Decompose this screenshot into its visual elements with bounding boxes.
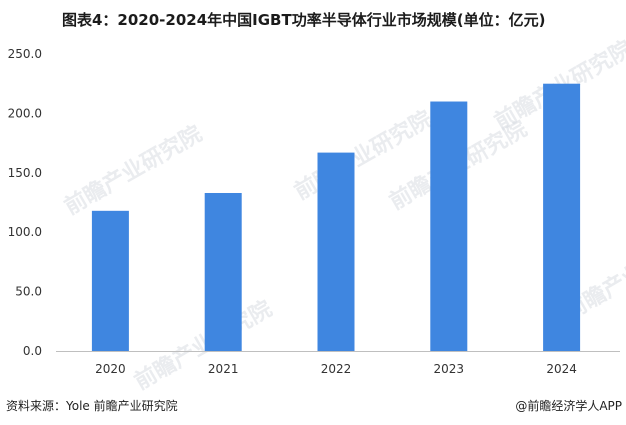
watermark-text: 前瞻产业研究院 [130, 296, 276, 396]
y-axis: 0.0 50.0 100.0 150.0 200.0 250.0 [8, 47, 42, 358]
y-tick-label: 50.0 [15, 285, 42, 299]
y-tick-label: 200.0 [8, 106, 42, 120]
bar-2022 [317, 152, 355, 351]
x-tick-label: 2021 [208, 362, 239, 376]
x-axis: 2020 2021 2022 2023 2024 [95, 362, 577, 376]
x-tick-label: 2020 [95, 362, 126, 376]
y-tick-label: 150.0 [8, 166, 42, 180]
y-tick-label: 0.0 [23, 344, 42, 358]
chart-title: 图表4：2020-2024年中国IGBT功率半导体行业市场规模(单位：亿元) [62, 11, 546, 29]
bar-2020 [91, 210, 129, 351]
bar-2024 [543, 83, 581, 351]
bars-group [91, 83, 581, 352]
x-tick-label: 2023 [434, 362, 465, 376]
watermark-text: 前瞻产业研究院 [60, 121, 206, 221]
source-note: 资料来源：Yole 前瞻产业研究院 [6, 399, 178, 413]
bar-2023 [430, 101, 468, 352]
x-tick-label: 2024 [546, 362, 577, 376]
bar-2021 [204, 192, 242, 351]
y-tick-label: 250.0 [8, 47, 42, 61]
brand-note: @前瞻经济学人APP [515, 399, 622, 413]
x-tick-label: 2022 [321, 362, 352, 376]
y-tick-label: 100.0 [8, 225, 42, 239]
